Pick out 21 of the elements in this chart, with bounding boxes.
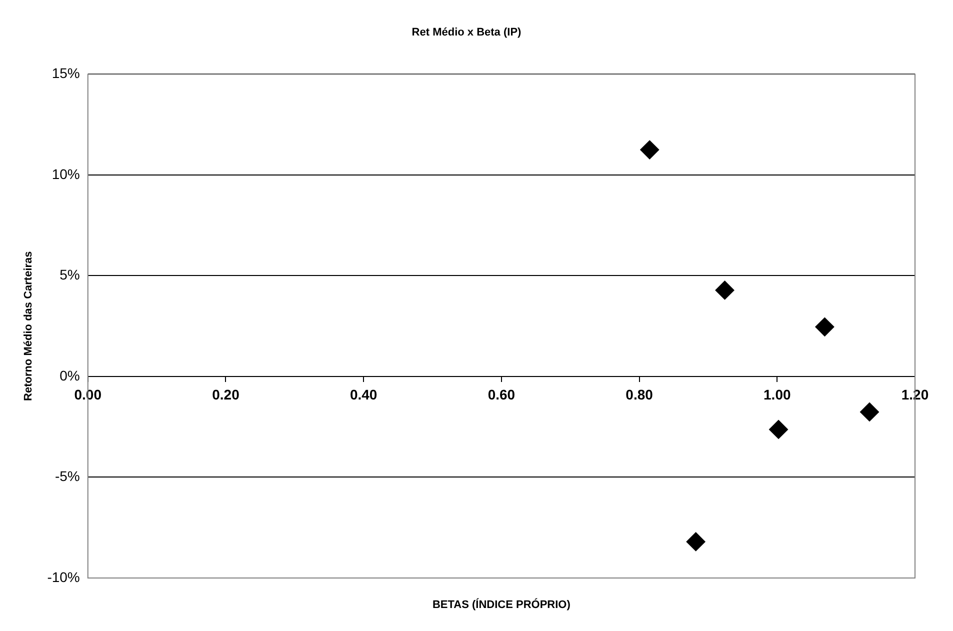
x-tick-label: 1.00 (764, 386, 791, 403)
point (686, 532, 706, 552)
chart-title: Ret Médio x Beta (IP) (412, 26, 522, 39)
y-tick-label: 15% (52, 65, 80, 82)
point (769, 420, 788, 439)
x-axis-title: BETAS (ÍNDICE PRÓPRIO) (432, 598, 571, 612)
x-tick-label: 0.60 (488, 386, 516, 403)
y-tick-label: 0% (60, 367, 80, 384)
y-tick-label: 10% (52, 166, 80, 182)
x-tick-label: 0.00 (74, 386, 102, 403)
x-tick-label: 0.20 (212, 386, 240, 403)
y-axis-title: Retorno Médio das Carteiras (22, 251, 35, 401)
point (640, 140, 660, 160)
y-tick-label: 5% (60, 266, 80, 283)
x-tick-label: 0.80 (626, 386, 654, 403)
point (860, 402, 880, 422)
point (715, 280, 734, 300)
x-tick-label: 0.40 (350, 386, 378, 403)
y-tick-label: -5% (54, 468, 80, 484)
y-tick-label: -10% (47, 568, 80, 585)
point (815, 317, 834, 336)
